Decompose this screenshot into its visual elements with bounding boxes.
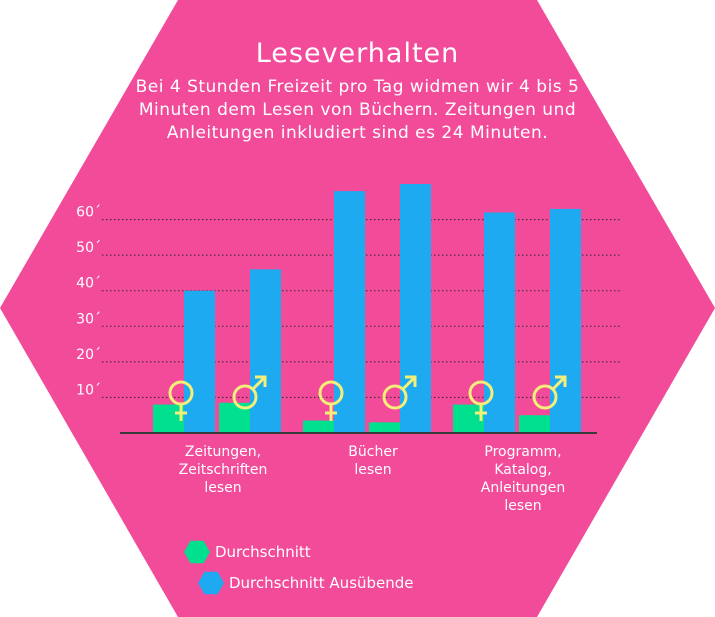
y-tick-label: 20´ bbox=[76, 347, 101, 363]
legend-label: Durchschnitt Ausübende bbox=[229, 574, 414, 592]
chart-title: Leseverhalten bbox=[255, 38, 460, 69]
bar-average-male bbox=[519, 415, 550, 433]
gender-symbols bbox=[168, 375, 567, 421]
bar-active-female bbox=[484, 212, 515, 433]
chart-subtitle: Bei 4 Stunden Freizeit pro Tag widmen wi… bbox=[135, 77, 580, 143]
y-tick-label: 50´ bbox=[76, 240, 101, 256]
y-tick-label: 40´ bbox=[76, 276, 101, 292]
bar-active-female bbox=[184, 290, 215, 433]
y-axis: 10´ 20´ 30´ 40´ 50´ 60´ bbox=[76, 205, 101, 399]
x-category-label-line: Zeitschriften bbox=[179, 462, 268, 478]
male-symbol-icon bbox=[382, 375, 417, 410]
bar-average-female bbox=[453, 404, 484, 433]
legend-swatch bbox=[198, 571, 224, 595]
female-symbol-icon bbox=[318, 380, 344, 421]
bar-active-female bbox=[334, 191, 365, 433]
female-symbol-icon bbox=[468, 380, 494, 421]
legend: Durchschnitt Durchschnitt Ausübende bbox=[184, 540, 414, 595]
x-category-label-line: lesen bbox=[354, 462, 391, 478]
bar-active-male bbox=[250, 269, 281, 433]
x-category-label: Programm, Katalog, Anleitungen lesen bbox=[481, 444, 565, 514]
y-tick-label: 60´ bbox=[76, 205, 101, 221]
bar-average-female bbox=[303, 420, 334, 433]
female-symbol-icon bbox=[168, 380, 194, 421]
bar-average-female bbox=[153, 404, 184, 433]
legend-swatch bbox=[184, 540, 210, 564]
x-category-label: Zeitungen, Zeitschriften lesen bbox=[179, 444, 268, 496]
x-category-label-line: lesen bbox=[204, 480, 241, 496]
x-category-label-line: Zeitungen, bbox=[185, 444, 261, 460]
bar-average-male bbox=[369, 422, 400, 433]
bars bbox=[153, 184, 581, 433]
x-category-label-line: Bücher bbox=[348, 444, 398, 460]
x-category-label-line: lesen bbox=[504, 498, 541, 514]
y-tick-label: 10´ bbox=[76, 382, 101, 398]
male-symbol-icon bbox=[532, 375, 567, 410]
legend-label: Durchschnitt bbox=[215, 543, 311, 561]
x-category-label: Bücher lesen bbox=[348, 444, 398, 478]
x-category-label-line: Katalog, bbox=[494, 462, 551, 478]
x-category-label-line: Programm, bbox=[484, 444, 561, 460]
male-symbol-icon bbox=[232, 375, 267, 410]
y-tick-label: 30´ bbox=[76, 311, 101, 327]
x-category-label-line: Anleitungen bbox=[481, 480, 565, 496]
